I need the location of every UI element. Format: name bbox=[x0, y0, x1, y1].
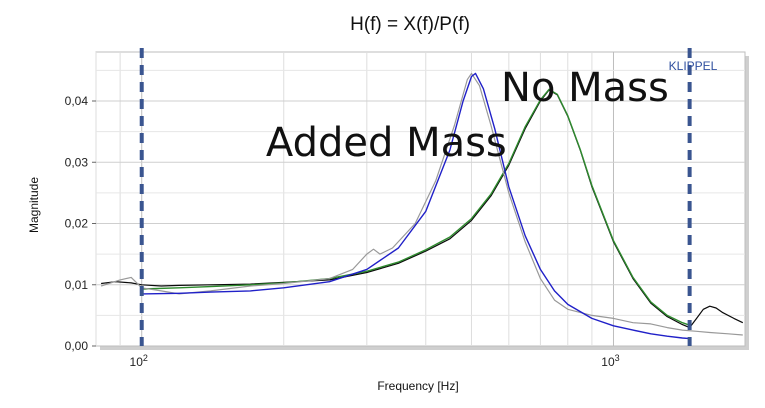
klippel-brand-label: KLIPPEL bbox=[669, 59, 718, 73]
x-tick-base: 10 bbox=[601, 355, 615, 369]
series-line-4 bbox=[141, 72, 690, 340]
x-axis-label: Frequency [Hz] bbox=[377, 379, 458, 393]
y-tick-label: 0,01 bbox=[65, 278, 89, 292]
y-tick-label: 0,04 bbox=[65, 94, 89, 108]
series-line-3 bbox=[100, 72, 743, 336]
gridlines bbox=[95, 52, 745, 346]
x-tick-base: 10 bbox=[130, 355, 144, 369]
y-tick-labels: 0,00 0,01 0,02 0,03 0,04 bbox=[65, 94, 96, 353]
x-tick-label: 103 bbox=[601, 353, 619, 369]
annotations: Added Mass No Mass bbox=[266, 65, 669, 166]
series-layer bbox=[100, 72, 744, 340]
y-tick-label: 0,03 bbox=[65, 155, 89, 169]
y-tick-label: 0,00 bbox=[65, 339, 89, 353]
x-tick-exponent: 2 bbox=[143, 353, 148, 363]
annotation-1: Added Mass bbox=[266, 120, 507, 166]
x-tick-exponent: 3 bbox=[615, 353, 620, 363]
chart-title: H(f) = X(f)/P(f) bbox=[350, 14, 470, 35]
x-tick-labels: 102 103 bbox=[130, 353, 620, 369]
x-tick-label: 102 bbox=[130, 353, 148, 369]
annotation-2: No Mass bbox=[501, 65, 669, 111]
y-axis-label: Magnitude bbox=[27, 177, 41, 233]
y-tick-label: 0,02 bbox=[65, 217, 89, 231]
